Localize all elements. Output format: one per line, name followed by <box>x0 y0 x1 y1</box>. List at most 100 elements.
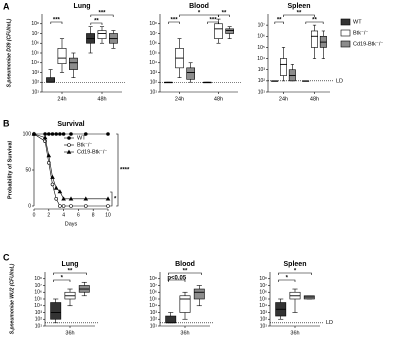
significance-bracket <box>218 14 230 17</box>
significance-label: * <box>294 269 297 275</box>
x-tick-label: 2 <box>47 212 50 218</box>
x-tick-label: 4 <box>62 212 65 218</box>
legend-marker <box>66 149 72 154</box>
y-tick-label: 10⁸ <box>34 276 42 282</box>
survival-point <box>105 196 111 201</box>
significance-label: * <box>61 276 64 282</box>
box <box>214 23 223 39</box>
significance-bracket <box>116 133 119 207</box>
survival-point <box>54 197 59 201</box>
legend-label: WT <box>353 19 362 25</box>
x-tick-label: 36h <box>290 330 299 336</box>
y-tick-label: 10¹ <box>150 323 158 329</box>
y-tick-label: 10¹ <box>35 323 43 329</box>
survival-point <box>58 204 62 208</box>
significance-bracket <box>207 21 219 24</box>
survival-line <box>33 133 108 200</box>
y-tick-label: 10⁷ <box>150 283 158 289</box>
significance-bracket <box>278 279 296 282</box>
y-tick-label: 10¹ <box>32 89 40 95</box>
y-tick-label: 0 <box>28 203 31 209</box>
significance-label: ** <box>68 269 73 275</box>
significance-bracket <box>50 21 63 24</box>
survival-point <box>61 204 66 208</box>
legend-label: Btk⁻/⁻ <box>353 30 368 36</box>
y-tick-label: 10⁴ <box>149 303 157 309</box>
legend-swatch <box>340 18 351 26</box>
y-tick-label: 10⁵ <box>149 296 157 302</box>
y-tick-label: 10⁸ <box>259 276 267 282</box>
significance-label: ** <box>297 11 302 17</box>
panel-label: C <box>3 252 10 262</box>
y-tick-label: 10⁶ <box>257 34 265 40</box>
panel-label: B <box>3 118 10 128</box>
y-tick-label: 10⁴ <box>34 303 42 309</box>
y-tick-label: 10³ <box>258 67 266 73</box>
y-tick-label: 10² <box>150 80 158 86</box>
y-tick-label: 10⁴ <box>31 60 39 66</box>
significance-label: ** <box>277 18 282 24</box>
y-tick-label: 10² <box>32 80 40 86</box>
significance-label: ** <box>312 18 317 24</box>
chart-title: Blood <box>175 261 195 268</box>
legend-swatch <box>340 40 351 48</box>
y-tick-label: 10⁴ <box>257 56 265 62</box>
box <box>50 302 62 320</box>
box <box>186 67 195 80</box>
x-tick-label: 48h <box>97 96 106 102</box>
y-tick-label: 10⁵ <box>257 45 265 51</box>
x-tick-label: 36h <box>65 330 74 336</box>
significance-label: * <box>198 11 201 17</box>
x-tick-label: 10 <box>105 212 111 218</box>
survival-point <box>61 196 66 201</box>
survival-point <box>43 132 47 136</box>
box <box>46 77 55 83</box>
significance-bracket <box>274 21 284 24</box>
y-tick-label: 10³ <box>32 70 40 76</box>
y-tick-label: 10⁷ <box>32 31 40 37</box>
y-tick-label: 10⁵ <box>31 50 39 56</box>
y-tick-label: 10⁸ <box>149 276 157 282</box>
box <box>225 28 234 34</box>
survival-point <box>53 185 59 190</box>
y-tick-label: 10⁶ <box>259 290 267 296</box>
survival-point <box>50 132 55 136</box>
y-tick-label: 50 <box>25 167 31 173</box>
significance-bracket <box>53 272 87 275</box>
y-tick-label: 10⁷ <box>150 31 158 37</box>
y-tick-label: 10¹ <box>260 323 268 329</box>
x-tick-label: 36h <box>180 330 189 336</box>
significance-label: ** <box>94 19 99 25</box>
chart-title: Blood <box>189 3 209 10</box>
survival-point <box>31 131 37 136</box>
significance-bracket <box>168 21 180 24</box>
survival-point <box>54 132 59 136</box>
significance-label: * <box>114 197 117 203</box>
x-tick-label: 6 <box>77 212 80 218</box>
significance-bracket <box>168 272 202 275</box>
y-axis-label: S.pneumoniae WU2 (CFU/mL) <box>9 263 15 334</box>
x-axis-label: Days <box>65 221 78 227</box>
y-tick-label: 10⁶ <box>149 41 157 47</box>
legend-label: Cd19-Btk⁻/⁻ <box>353 41 383 47</box>
y-tick-label: 10¹ <box>150 89 158 95</box>
x-tick-label: 48h <box>214 96 223 102</box>
detection-limit-label: LD <box>326 320 333 326</box>
y-tick-label: 10⁵ <box>149 50 157 56</box>
significance-label: ** <box>183 269 188 275</box>
box <box>57 48 67 64</box>
y-tick-label: 10⁴ <box>259 303 267 309</box>
significance-label: * <box>286 276 289 282</box>
significance-bracket <box>168 279 186 282</box>
survival-point <box>68 196 74 201</box>
significance-label: *** <box>53 18 61 24</box>
significance-bracket <box>283 14 315 17</box>
survival-line <box>33 133 108 207</box>
legend-label: Btk⁻/⁻ <box>77 142 92 148</box>
chart-title: Survival <box>57 121 84 128</box>
survival-point <box>61 132 66 136</box>
survival-point <box>50 174 55 179</box>
survival-point <box>106 132 110 136</box>
survival-point <box>84 204 88 208</box>
